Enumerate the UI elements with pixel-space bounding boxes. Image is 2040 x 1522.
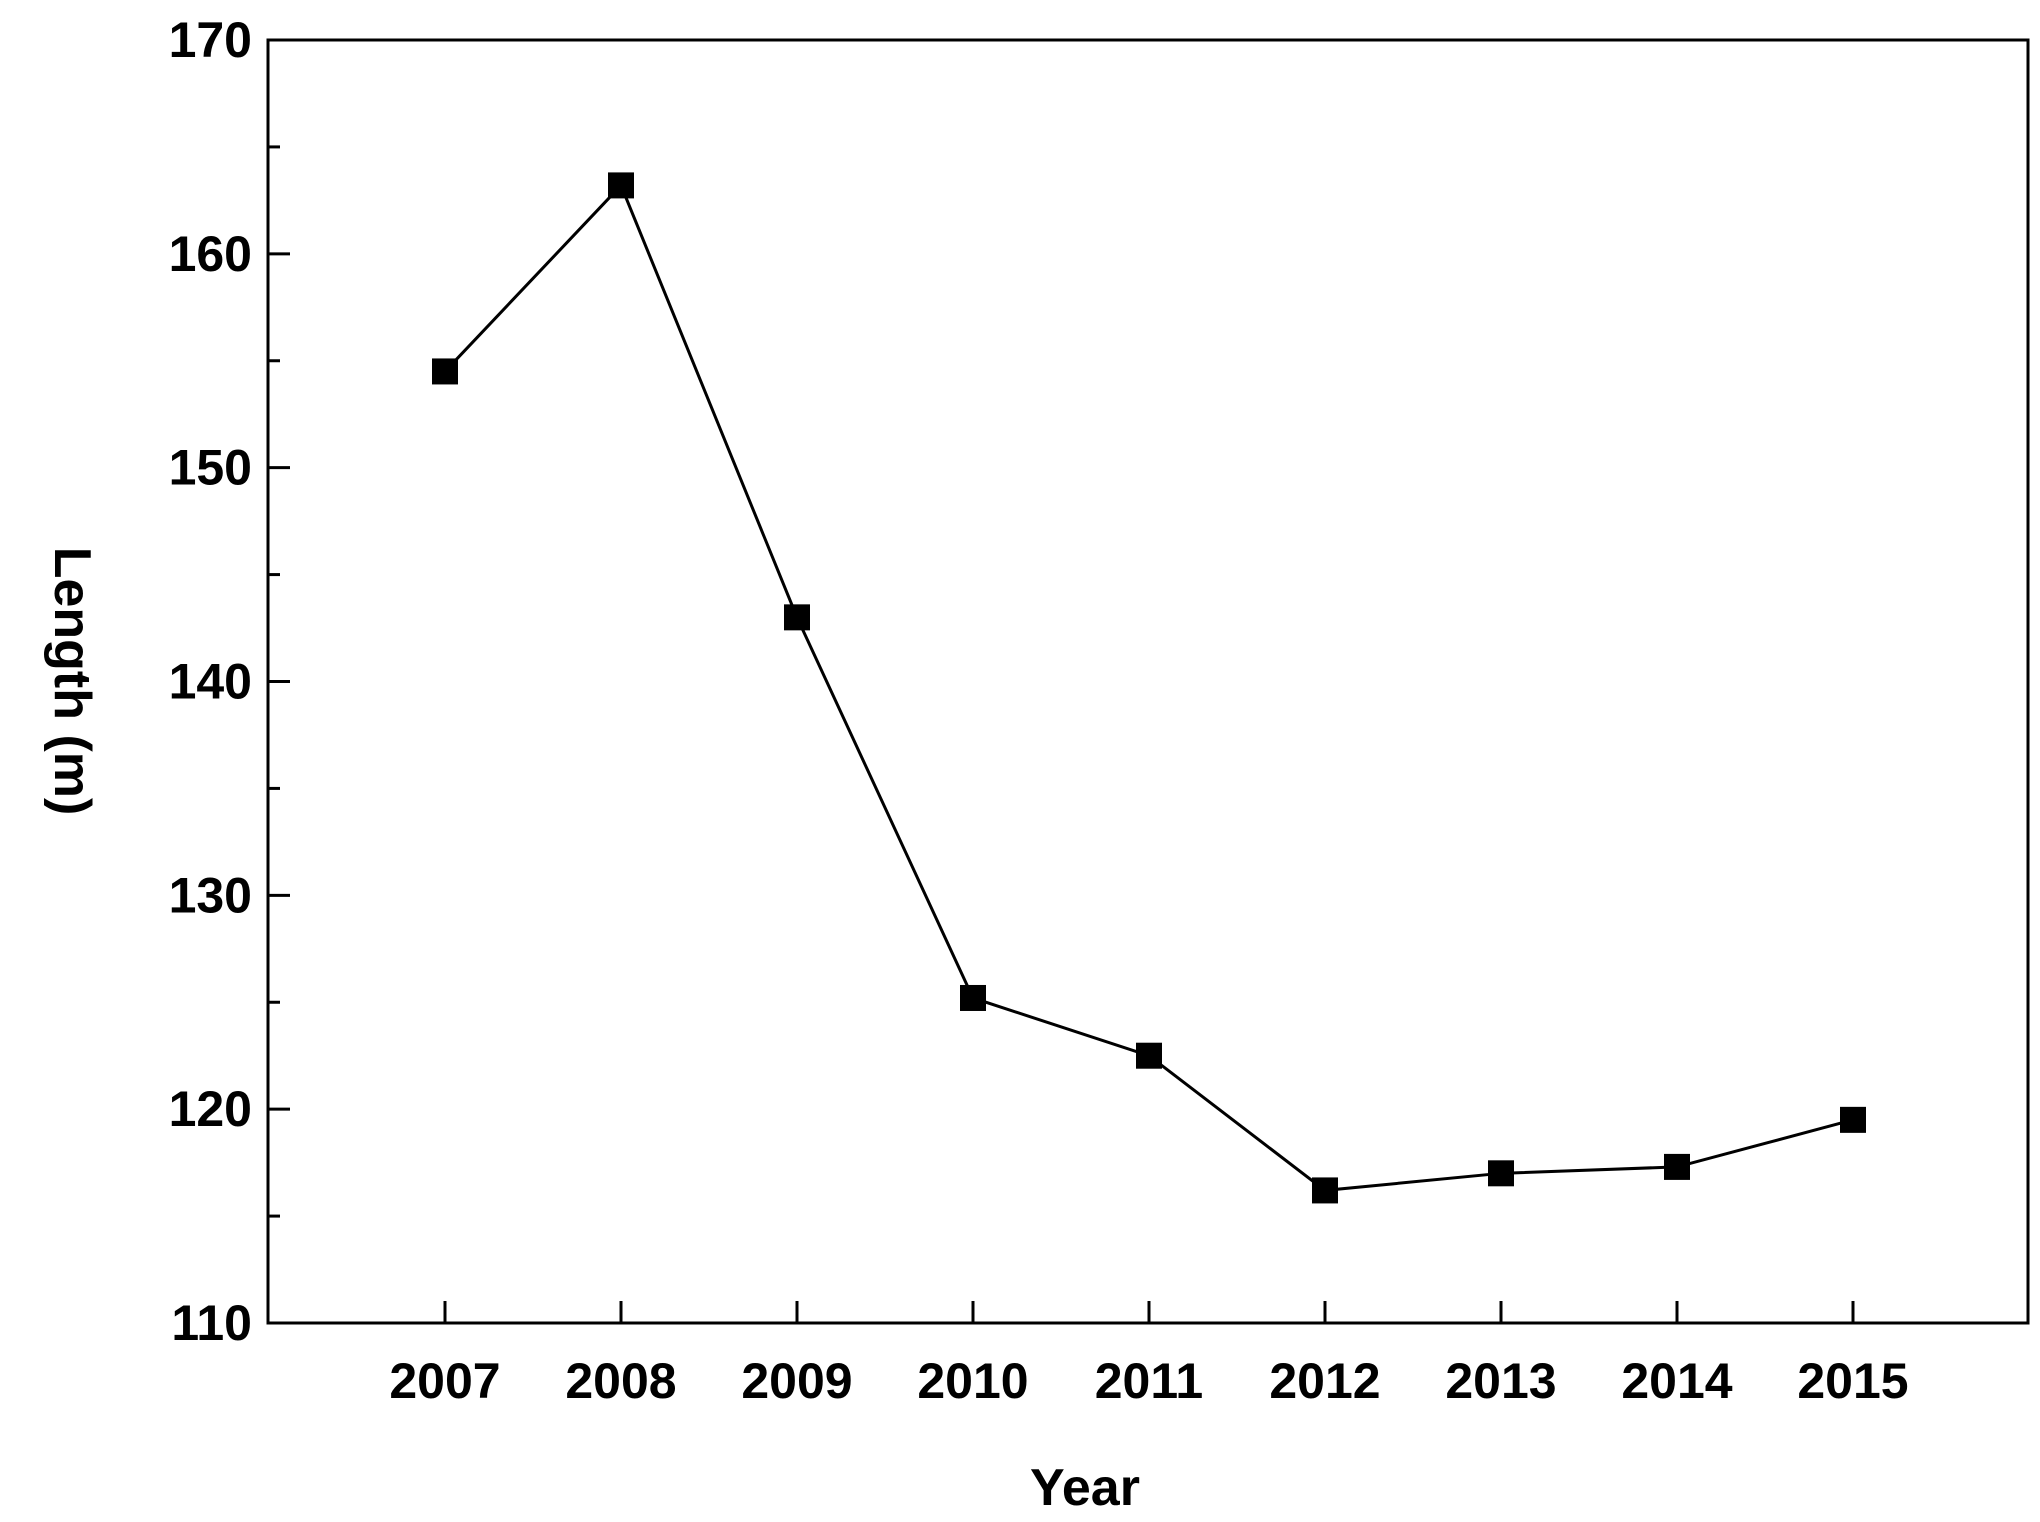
x-tick-label: 2010 [917,1353,1028,1409]
y-tick-label: 150 [169,440,252,496]
x-tick-label: 2012 [1269,1353,1380,1409]
y-axis-ticks: 110 120 130 140 150 160 170 [169,12,290,1351]
y-tick-label: 110 [171,1295,252,1351]
data-point-marker [1840,1106,1866,1133]
series-line [443,182,1854,1192]
y-tick-label: 120 [169,1081,252,1137]
data-point-marker [1488,1160,1514,1187]
data-point-marker [1136,1042,1162,1069]
x-tick-label: 2009 [741,1353,852,1409]
data-markers [432,172,1866,1204]
y-tick-label: 140 [169,654,252,710]
x-tick-label: 2008 [565,1353,676,1409]
x-axis-title: Year [1030,1459,1140,1517]
y-tick-label: 170 [169,12,252,68]
y-tick-label: 130 [169,867,252,923]
data-point-marker [1312,1177,1338,1204]
y-tick-label: 160 [169,226,252,282]
data-point-marker [784,604,810,631]
x-tick-label: 2007 [389,1353,500,1409]
x-tick-label: 2011 [1095,1353,1203,1409]
plot-frame [266,38,2030,1325]
x-tick-label: 2013 [1445,1353,1556,1409]
data-point-marker [1664,1153,1690,1180]
data-point-marker [960,984,986,1011]
x-tick-label: 2015 [1797,1353,1908,1409]
y-axis-title: Length (m) [43,547,101,816]
x-tick-label: 2014 [1621,1353,1732,1409]
data-point-marker [432,358,458,385]
x-axis-ticks: 2007 2008 2009 2010 2011 2012 2013 2014 2015 [389,1301,1909,1409]
data-point-marker [608,172,634,199]
